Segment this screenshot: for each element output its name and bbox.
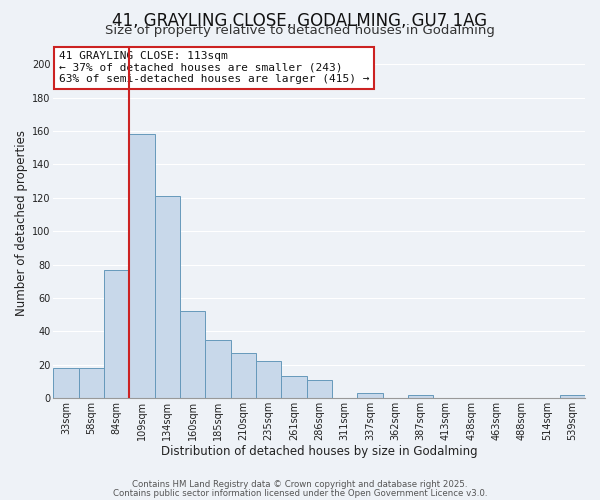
Text: Size of property relative to detached houses in Godalming: Size of property relative to detached ho…: [105, 24, 495, 37]
Bar: [281, 376, 307, 398]
Bar: [130, 134, 155, 398]
Bar: [230, 353, 256, 398]
Bar: [560, 395, 585, 398]
Text: 41 GRAYLING CLOSE: 113sqm
← 37% of detached houses are smaller (243)
63% of semi: 41 GRAYLING CLOSE: 113sqm ← 37% of detac…: [59, 51, 369, 84]
Text: Contains HM Land Registry data © Crown copyright and database right 2025.: Contains HM Land Registry data © Crown c…: [132, 480, 468, 489]
Bar: [307, 380, 332, 398]
Bar: [180, 312, 205, 398]
Y-axis label: Number of detached properties: Number of detached properties: [15, 130, 28, 316]
X-axis label: Distribution of detached houses by size in Godalming: Distribution of detached houses by size …: [161, 444, 478, 458]
Text: 41, GRAYLING CLOSE, GODALMING, GU7 1AG: 41, GRAYLING CLOSE, GODALMING, GU7 1AG: [112, 12, 488, 30]
Bar: [205, 340, 230, 398]
Bar: [155, 196, 180, 398]
Bar: [408, 395, 433, 398]
Bar: [53, 368, 79, 398]
Bar: [357, 393, 383, 398]
Bar: [104, 270, 130, 398]
Bar: [256, 362, 281, 398]
Text: Contains public sector information licensed under the Open Government Licence v3: Contains public sector information licen…: [113, 489, 487, 498]
Bar: [79, 368, 104, 398]
